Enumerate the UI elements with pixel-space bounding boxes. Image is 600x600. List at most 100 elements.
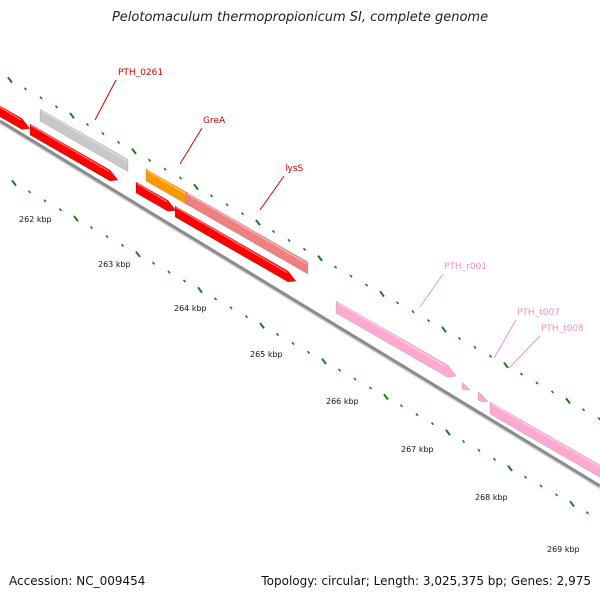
gene-arrow-grey-highlight [40, 109, 128, 162]
upper-tick [131, 148, 137, 155]
gene-arrow-pink-2 [461, 381, 471, 391]
lower-tick [213, 297, 218, 301]
upper-tick [209, 194, 214, 198]
lower-tick [569, 500, 575, 508]
gene-arrow-pink-1-body [335, 300, 457, 378]
gene-arrow-red-2-highlight [30, 124, 110, 173]
upper-tick [535, 381, 539, 385]
lower-tick [585, 511, 590, 515]
upper-tick [101, 131, 105, 136]
upper-tick [379, 290, 385, 298]
gene-arrow-red-1-highlight [0, 106, 22, 121]
gene-label-leader [94, 79, 117, 121]
scale-label: 269 kbp [547, 545, 580, 554]
gene-label-2: lysS [259, 164, 304, 211]
gene-arrow-red-2 [29, 123, 119, 182]
gene-arrow-orange-highlight [146, 169, 188, 196]
upper-tick [519, 372, 524, 376]
lower-tick [337, 368, 342, 372]
lower-tick [383, 393, 389, 401]
lower-tick [291, 341, 295, 346]
lower-tick [89, 225, 94, 230]
gene-arrow-pink-4-body [489, 401, 600, 478]
lower-tick [539, 484, 543, 488]
upper-tick [317, 254, 323, 262]
gene-arrow-salmon-body [185, 191, 309, 275]
upper-tick [473, 345, 477, 349]
lower-tick [11, 179, 17, 187]
lower-tick [430, 422, 435, 426]
genome-title: Pelotomaculum thermopropionicum SI, comp… [111, 10, 489, 25]
gene-label-3: PTH_r001 [419, 262, 487, 308]
gene-features [0, 105, 600, 478]
scale-label: 268 kbp [475, 493, 508, 502]
lower-tick [353, 377, 357, 381]
upper-tick [39, 96, 43, 100]
upper-tick [7, 76, 13, 84]
lower-tick [43, 199, 47, 203]
upper-tick [193, 183, 199, 191]
upper-tick [69, 112, 75, 119]
gene-arrow-grey [39, 108, 129, 173]
gene-arrow-pink-3-body [477, 391, 489, 403]
upper-tick [364, 283, 369, 287]
upper-tick [581, 408, 586, 412]
backbone-line [0, 119, 600, 488]
lower-tick [368, 386, 373, 390]
lower-tick [523, 475, 528, 479]
gene-label-text: GreA [203, 116, 226, 126]
scale-label: 264 kbp [174, 304, 207, 313]
gene-labels: PTH_0261 GreA lysS PTH_r001 PTH_t007 PTH_t008 [94, 68, 584, 369]
gene-label-leader [419, 273, 444, 308]
upper-tick [271, 229, 276, 234]
lower-tick [415, 413, 419, 417]
gene-label-text: PTH_r001 [444, 262, 487, 272]
lower-tick [321, 357, 327, 365]
lower-tick [151, 261, 156, 265]
lower-tick [58, 208, 63, 212]
upper-tick [411, 310, 415, 314]
lower-tick [507, 464, 513, 472]
gene-arrow-red-4-highlight [175, 206, 288, 273]
gene-arrow-red-4 [174, 205, 297, 283]
scale-label: 262 kbp [19, 215, 52, 224]
scale-label: 267 kbp [401, 445, 434, 454]
gene-arrow-red-2-body [29, 123, 119, 182]
upper-tick [333, 265, 338, 269]
lower-tick [229, 306, 233, 310]
gene-label-4: PTH_t007 [493, 308, 560, 359]
upper-tick [287, 238, 291, 243]
upper-tick [54, 105, 59, 109]
gene-arrow-pink-4 [489, 401, 600, 478]
gene-label-text: PTH_0261 [118, 68, 163, 78]
gene-label-5: PTH_t008 [508, 324, 584, 369]
lower-tick [244, 315, 249, 319]
lower-tick [120, 243, 125, 248]
gene-label-leader [508, 335, 541, 369]
gene-arrow-red-3 [135, 181, 177, 212]
scale-label: 265 kbp [250, 350, 283, 359]
upper-tick [255, 219, 261, 226]
gene-label-1: GreA [179, 116, 226, 165]
gene-label-leader [179, 127, 203, 165]
upper-tick [85, 122, 90, 127]
lower-tick [73, 215, 79, 222]
upper-tick [441, 326, 447, 333]
gene-label-text: PTH_t008 [541, 324, 584, 334]
upper-tick [163, 167, 167, 171]
gene-arrow-pink-1 [335, 300, 457, 378]
lower-tick [461, 439, 466, 444]
upper-tick [23, 87, 28, 91]
upper-tick [488, 354, 493, 358]
upper-tick [349, 274, 353, 278]
gene-arrow-pink-1-highlight [336, 301, 448, 368]
lower-tick [27, 190, 32, 194]
upper-tick [565, 397, 571, 405]
lower-tick [135, 251, 141, 258]
gene-arrow-pink-4-highlight [490, 402, 600, 468]
lower-tick [399, 404, 404, 408]
lower-tick [477, 448, 481, 452]
lower-tick [306, 350, 311, 354]
